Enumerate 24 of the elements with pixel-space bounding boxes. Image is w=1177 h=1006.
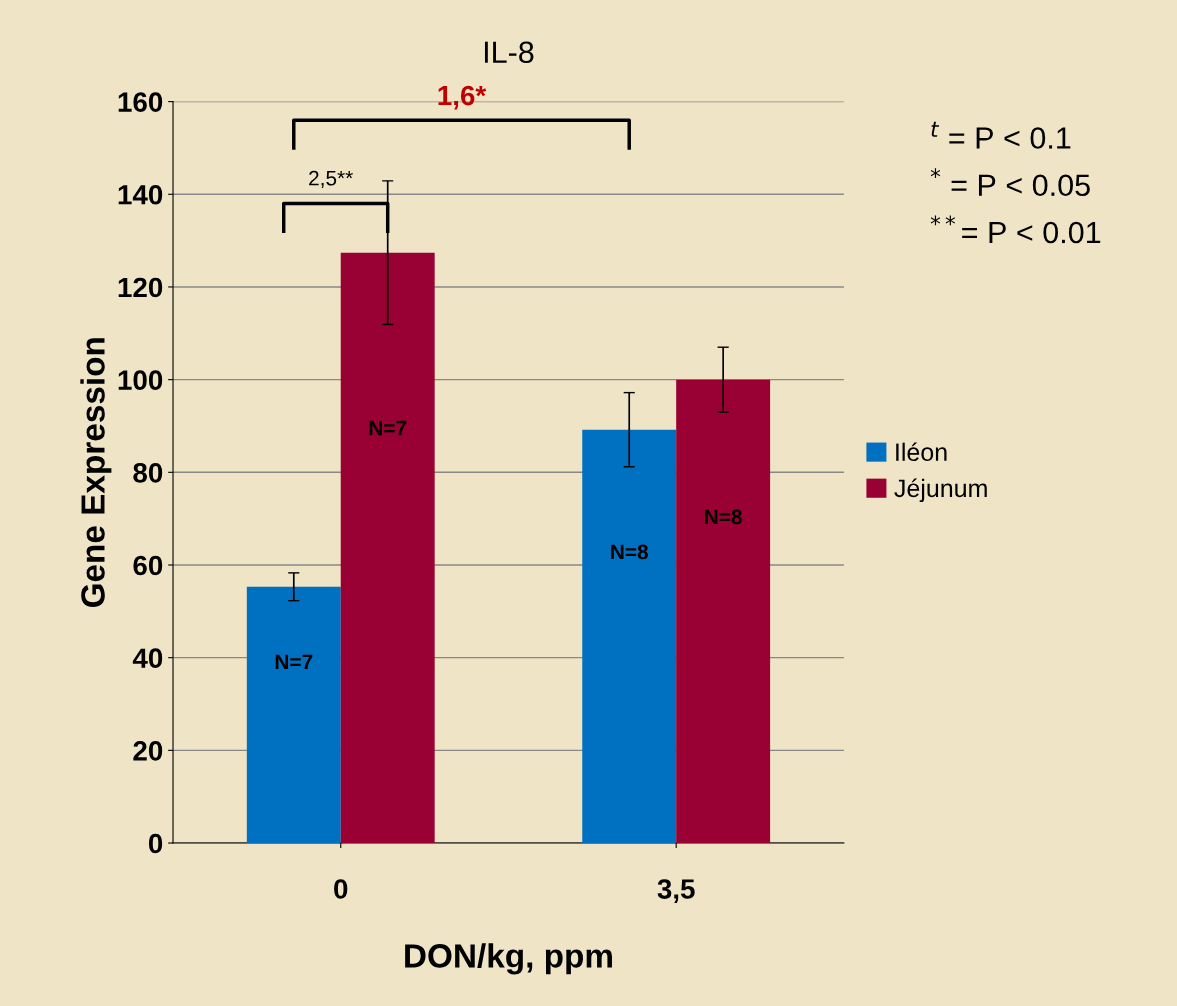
annotation: 1,6* — [438, 85, 487, 110]
y-tick-label: 80 — [133, 462, 163, 483]
text: $^{**}$= P < 0.01 — [930, 215, 1101, 244]
y-tick-label: 60 — [133, 555, 163, 576]
text: $^{t}$ = P < 0.1 — [931, 121, 1071, 149]
y-axis-title: Gene Expression — [80, 338, 112, 608]
legend-label: Iléon — [896, 442, 947, 462]
annotation: N=8 — [611, 544, 648, 560]
text: $^{*}$ = P < 0.05 — [930, 168, 1090, 197]
annotation: N=7 — [369, 420, 407, 436]
annotation: N=7 — [275, 654, 313, 670]
x-tick-label: 3,5 — [657, 879, 695, 903]
y-tick-label: 40 — [132, 648, 163, 669]
annotation: N=8 — [705, 509, 742, 525]
y-tick-label: 100 — [118, 370, 163, 390]
annotation: 2,5** — [309, 170, 353, 188]
chart-title: IL-8 — [484, 41, 534, 64]
y-tick-label: 20 — [133, 741, 163, 761]
y-tick-label: 140 — [118, 184, 163, 205]
x-axis-title: DON/kg, ppm — [405, 943, 612, 975]
y-tick-label: 160 — [118, 92, 163, 112]
y-tick-label: 120 — [118, 277, 163, 298]
legend-label: Jéjunum — [894, 478, 987, 503]
y-tick-label: 0 — [148, 833, 163, 854]
